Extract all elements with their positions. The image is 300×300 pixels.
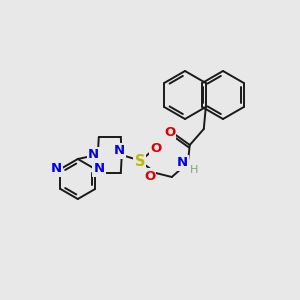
Text: O: O [164, 127, 176, 140]
Text: N: N [94, 163, 105, 176]
Text: N: N [88, 148, 99, 161]
Text: N: N [177, 157, 188, 169]
Text: N: N [114, 145, 125, 158]
Text: O: O [144, 169, 155, 182]
Text: O: O [150, 142, 161, 154]
Text: N: N [51, 163, 62, 176]
Text: H: H [190, 165, 198, 175]
Text: S: S [134, 154, 145, 169]
